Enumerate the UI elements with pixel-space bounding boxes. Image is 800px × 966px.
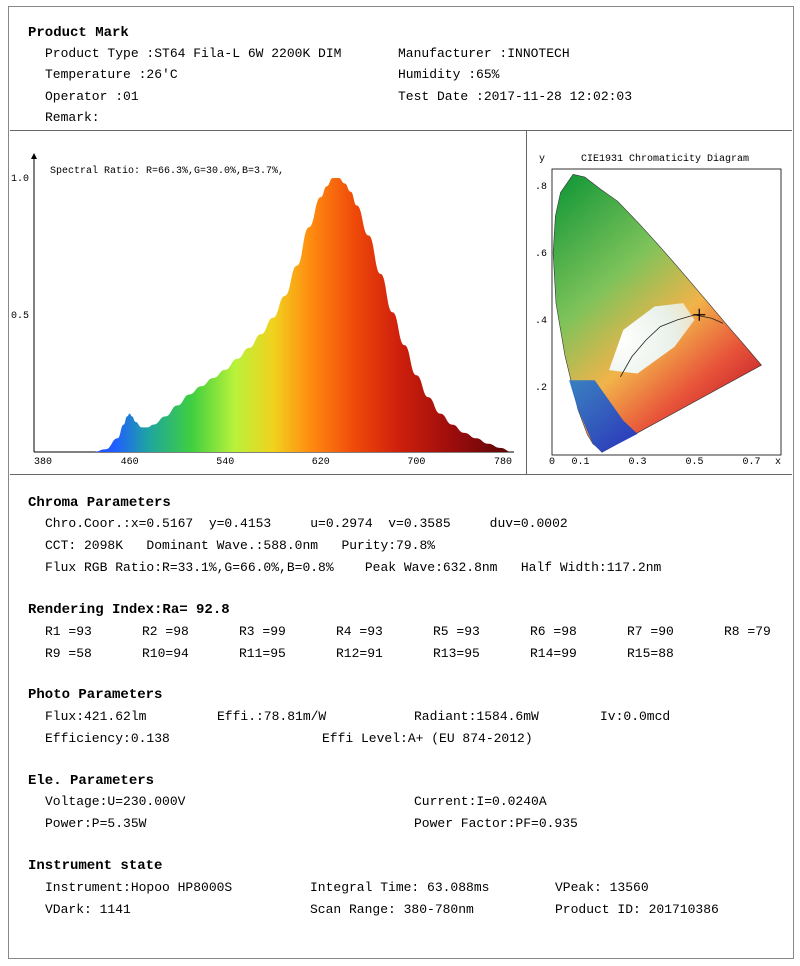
product-type: Product Type :ST64 Fila-L 6W 2200K DIM [45, 46, 342, 61]
instrument-heading: Instrument state [28, 858, 163, 874]
cie-x-tick: 0.5 [685, 457, 703, 468]
cie-x-label: x [775, 457, 781, 468]
spectrum-x-tick: 380 [34, 457, 52, 468]
cie-x-tick: 0.7 [742, 457, 760, 468]
cie-chart: y CIE1931 Chromaticity Diagram 0 0.1 0.3 0.… [527, 131, 792, 474]
cie-white-region [609, 303, 695, 374]
cie-x-tick: 0.1 [571, 457, 589, 468]
charts-panel: 380 460 540 620 700 780 1.0 0.5 Spectral Ratio:… [10, 130, 792, 475]
photo-iv: Iv:0.0mcd [600, 709, 671, 724]
spectrum-x-tick: 700 [407, 457, 425, 468]
photo-heading: Photo Parameters [28, 687, 163, 703]
spectrum-y-tick: 0.5 [11, 311, 29, 322]
photo-effi-level: Effi Level:A+ (EU 874-2012) [322, 731, 533, 746]
rendering-value-r7: R7 =90 [627, 624, 674, 639]
cie-y-tick: .6 [535, 249, 547, 260]
remark: Remark: [45, 110, 100, 125]
spectrum-x-tick: 460 [121, 457, 139, 468]
photo-effi: Effi.:78.81m/W [217, 709, 327, 724]
photo-flux: Flux:421.62lm [45, 709, 147, 724]
cie-blue-region [569, 380, 638, 453]
cie-plot-frame [551, 168, 782, 456]
instrument-vpeak: VPeak: 13560 [555, 880, 649, 895]
rendering-value-r12: R12=91 [336, 646, 383, 661]
temperature: Temperature :26'C [45, 67, 178, 82]
ele-power-factor: Power Factor:PF=0.935 [414, 816, 578, 831]
ele-current: Current:I=0.0240A [414, 794, 547, 809]
rendering-value-r14: R14=99 [530, 646, 577, 661]
cie-x-tick: 0 [549, 457, 555, 468]
rendering-heading: Rendering Index:Ra= 92.8 [28, 602, 230, 618]
chroma-coordinates: Chro.Coor.:x=0.5167 y=0.4153 u=0.2974 v=… [45, 516, 568, 531]
spectrum-x-tick: 780 [494, 457, 512, 468]
cie-y-label: y [539, 154, 545, 165]
rendering-value-r5: R5 =93 [433, 624, 480, 639]
rendering-value-r3: R3 =99 [239, 624, 286, 639]
cie-x-tick: 0.3 [628, 457, 646, 468]
report-frame [8, 6, 794, 959]
rendering-value-r8: R8 =79 [724, 624, 771, 639]
rendering-value-r6: R6 =98 [530, 624, 577, 639]
spectrum-y-arrow [31, 153, 37, 159]
product-mark-heading: Product Mark [28, 25, 129, 41]
cie-y-tick: .8 [535, 182, 547, 193]
spectrum-x-tick: 620 [312, 457, 330, 468]
rendering-value-r10: R10=94 [142, 646, 189, 661]
rendering-value-r9: R9 =58 [45, 646, 92, 661]
manufacturer: Manufacturer :INNOTECH [398, 46, 570, 61]
instrument-vdark: VDark: 1141 [45, 902, 131, 917]
ele-voltage: Voltage:U=230.000V [45, 794, 186, 809]
ele-heading: Ele. Parameters [28, 773, 155, 789]
rendering-value-r11: R11=95 [239, 646, 286, 661]
spectrum-curve [93, 178, 512, 452]
spectral-ratio-annotation: Spectral Ratio: R=66.3%,G=30.0%,B=3.7%, [50, 165, 284, 177]
cct-line: CCT: 2098K Dominant Wave.:588.0nm Purity… [45, 538, 436, 553]
rendering-value-r4: R4 =93 [336, 624, 383, 639]
humidity: Humidity :65% [398, 67, 500, 82]
spectrum-y-tick: 1.0 [11, 174, 29, 185]
chroma-heading: Chroma Parameters [28, 495, 171, 511]
instrument-product-id: Product ID: 201710386 [555, 902, 719, 917]
flux-rgb-line: Flux RGB Ratio:R=33.1%,G=66.0%,B=0.8% Pe… [45, 560, 662, 575]
photo-efficiency: Efficiency:0.138 [45, 731, 170, 746]
rendering-value-r15: R15=88 [627, 646, 674, 661]
cie-y-tick: .2 [535, 383, 547, 394]
cie-gamut [552, 174, 762, 453]
spectrum-svg: 380 460 540 620 700 780 1.0 0.5 Spectral Ratio:… [11, 153, 514, 468]
operator: Operator :01 [45, 89, 139, 104]
instrument-integral-time: Integral Time: 63.088ms [310, 880, 490, 895]
cie-y-tick: .4 [535, 316, 547, 327]
rendering-value-r2: R2 =98 [142, 624, 189, 639]
cie-planckian-locus [620, 314, 724, 378]
test-date: Test Date :2017-11-28 12:02:03 [398, 89, 633, 104]
cie-title: CIE1931 Chromaticity Diagram [581, 153, 749, 165]
cie-chromaticity-marker [693, 308, 706, 321]
spectrum-x-tick: 540 [216, 457, 234, 468]
cie-svg: y CIE1931 Chromaticity Diagram 0 0.1 0.3 0.… [535, 153, 782, 468]
rendering-value-r13: R13=95 [433, 646, 480, 661]
rendering-value-r1: R1 =93 [45, 624, 92, 639]
ele-power: Power:P=5.35W [45, 816, 147, 831]
instrument-scan-range: Scan Range: 380-780nm [310, 902, 474, 917]
instrument-name: Instrument:Hopoo HP8000S [45, 880, 233, 895]
spectrum-chart: 380 460 540 620 700 780 1.0 0.5 Spectral Ratio:… [10, 131, 527, 474]
photo-radiant: Radiant:1584.6mW [414, 709, 539, 724]
